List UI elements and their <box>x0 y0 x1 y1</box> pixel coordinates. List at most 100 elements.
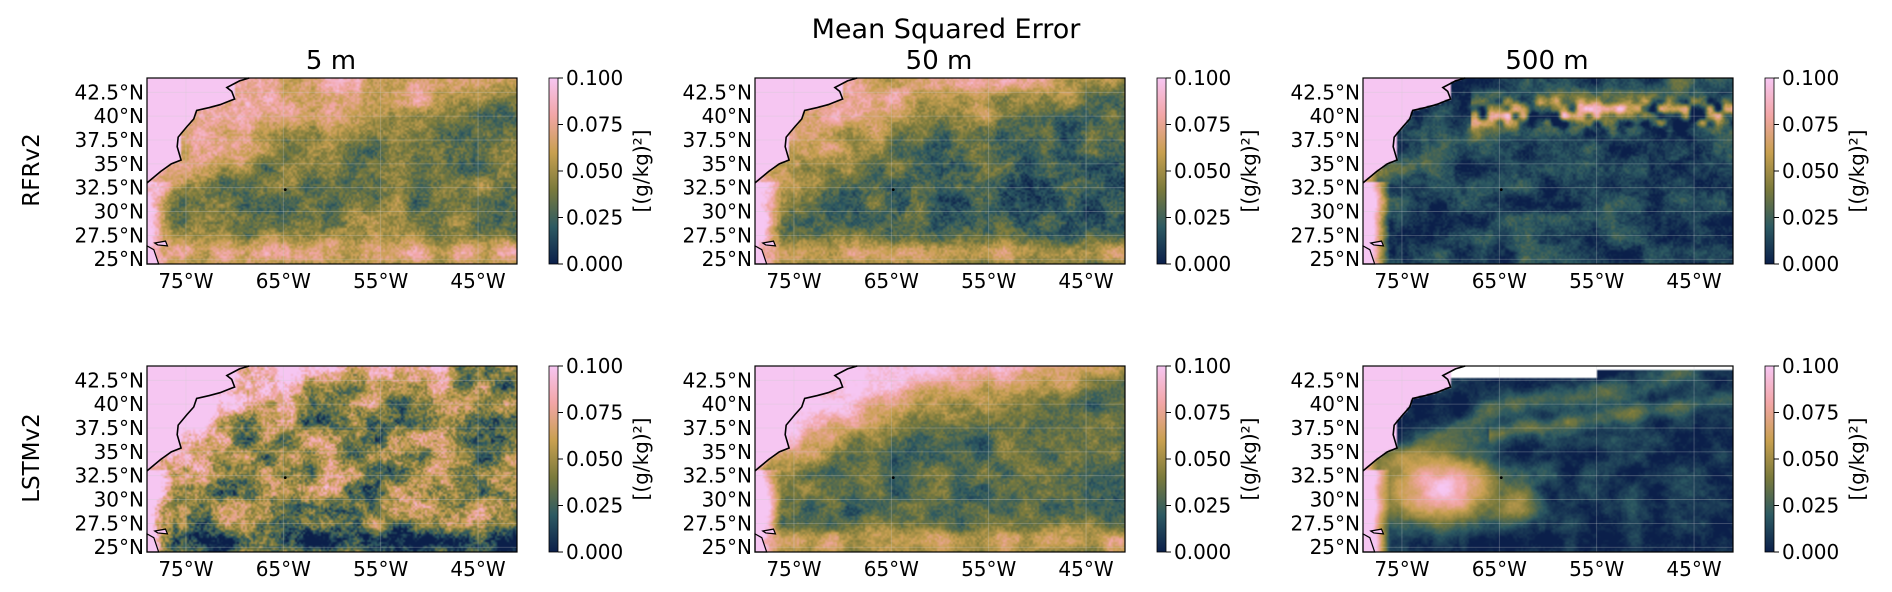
y-tick-label: 25°N <box>702 535 752 559</box>
panel-lstmv2-5m: 75°W 65°W 55°W 45°W 25°N27.5°N30°N32.5°N35°N… <box>75 354 654 581</box>
y-tick-label: 30°N <box>94 488 144 512</box>
x-tick-label: 45°W <box>1666 269 1721 293</box>
y-tick-label: 30°N <box>702 488 752 512</box>
y-tick-label: 25°N <box>1310 247 1360 271</box>
y-tick-label: 35°N <box>1310 152 1360 176</box>
colorbar-bar <box>1156 365 1167 553</box>
y-tick-label: 27.5°N <box>1291 223 1361 247</box>
y-tick-label: 42.5°N <box>1291 80 1361 104</box>
axes-frame <box>146 77 518 265</box>
x-tick-label: 55°W <box>961 269 1016 293</box>
colorbar-tick-label: 0.000 <box>1782 540 1839 564</box>
x-tick-label: 75°W <box>1374 557 1429 581</box>
x-tick-label: 75°W <box>158 269 213 293</box>
y-tick-label: 42.5°N <box>683 368 753 392</box>
y-tick-label: 32.5°N <box>1291 176 1361 200</box>
colorbar-tick-label: 0.075 <box>1782 113 1839 137</box>
y-tick-label: 35°N <box>1310 440 1360 464</box>
bahamas-land <box>761 528 777 535</box>
y-tick-label: 42.5°N <box>75 368 145 392</box>
axes-frame <box>754 77 1126 265</box>
heatmap-image <box>147 78 517 264</box>
y-tick-label: 35°N <box>94 152 144 176</box>
y-tick-label: 40°N <box>1310 104 1360 128</box>
colorbar-tick-label: 0.025 <box>1174 206 1231 230</box>
x-tick-label: 75°W <box>158 557 213 581</box>
colorbar: 0.000 0.025 0.050 0.075 0.100 [(g/kg)²] <box>1764 66 1869 276</box>
colorbar-tick-label: 0.075 <box>566 401 623 425</box>
colorbar-tick-label: 0.000 <box>1174 252 1231 276</box>
x-tick-label: 45°W <box>1058 269 1113 293</box>
bermuda-marker <box>891 188 895 192</box>
row-label-rfrv2: RFRv2 <box>19 133 45 206</box>
y-tick-label: 37.5°N <box>683 128 753 152</box>
y-tick-label: 32.5°N <box>683 464 753 488</box>
x-tick-label: 65°W <box>864 557 919 581</box>
y-tick-label: 27.5°N <box>75 511 145 535</box>
colorbar-tick-label: 0.100 <box>566 354 623 378</box>
y-tick-label: 35°N <box>702 152 752 176</box>
y-tick-label: 32.5°N <box>683 176 753 200</box>
y-tick-label: 37.5°N <box>1291 128 1361 152</box>
heatmap-image <box>1363 366 1733 552</box>
axes-frame <box>1362 77 1734 265</box>
y-tick-label: 35°N <box>702 440 752 464</box>
colorbar-tick-label: 0.075 <box>1782 401 1839 425</box>
y-tick-label: 25°N <box>702 247 752 271</box>
figure-suptitle: Mean Squared Error <box>812 14 1082 45</box>
panel-rfrv2-50m: 75°W 65°W 55°W 45°W 25°N27.5°N30°N32.5°N35°N… <box>683 66 1262 293</box>
bermuda-marker <box>283 188 287 192</box>
colorbar-tick-label: 0.050 <box>1782 159 1839 183</box>
x-tick-label: 75°W <box>1374 269 1429 293</box>
colorbar-bar <box>1764 77 1775 265</box>
y-tick-label: 40°N <box>702 392 752 416</box>
x-tick-label: 65°W <box>864 269 919 293</box>
coastline <box>1362 77 1466 184</box>
x-tick-label: 55°W <box>961 557 1016 581</box>
heatmap-image <box>1363 78 1733 264</box>
coastline <box>754 77 858 184</box>
colorbar-bar <box>1764 365 1775 553</box>
axes-frame <box>146 365 518 553</box>
x-tick-label: 55°W <box>1569 269 1624 293</box>
bahamas-land <box>761 240 777 247</box>
y-tick-label: 30°N <box>1310 488 1360 512</box>
y-tick-label: 40°N <box>94 392 144 416</box>
colorbar-tick-label: 0.075 <box>566 113 623 137</box>
heatmap-image <box>147 366 517 552</box>
y-tick-label: 40°N <box>94 104 144 128</box>
colorbar-tick-label: 0.075 <box>1174 401 1231 425</box>
y-tick-label: 30°N <box>1310 200 1360 224</box>
panel-lstmv2-500m: 75°W 65°W 55°W 45°W 25°N27.5°N30°N32.5°N35°N… <box>1291 354 1870 581</box>
bermuda-marker <box>891 476 895 479</box>
y-tick-label: 40°N <box>702 104 752 128</box>
colorbar-tick-label: 0.100 <box>1782 354 1839 378</box>
colorbar-label: [(g/kg)²] <box>629 418 653 501</box>
colorbar-tick-label: 0.050 <box>566 159 623 183</box>
y-tick-label: 30°N <box>94 200 144 224</box>
coastline <box>146 365 250 472</box>
colorbar-tick-label: 0.050 <box>1174 447 1231 471</box>
colorbar: 0.000 0.025 0.050 0.075 0.100 [(g/kg)²] <box>1156 66 1261 276</box>
colorbar: 0.000 0.025 0.050 0.075 0.100 [(g/kg)²] <box>548 354 653 564</box>
colorbar-tick-label: 0.025 <box>1782 494 1839 518</box>
y-tick-label: 32.5°N <box>1291 464 1361 488</box>
colorbar-label: [(g/kg)²] <box>1237 418 1261 501</box>
colorbar-tick-label: 0.025 <box>566 494 623 518</box>
panel-rfrv2-500m: 75°W 65°W 55°W 45°W 25°N27.5°N30°N32.5°N35°N… <box>1291 66 1870 293</box>
y-tick-label: 27.5°N <box>683 511 753 535</box>
x-tick-label: 65°W <box>256 269 311 293</box>
colorbar-tick-label: 0.100 <box>1782 66 1839 90</box>
y-tick-label: 40°N <box>1310 392 1360 416</box>
axes-frame <box>754 365 1126 553</box>
colorbar: 0.000 0.025 0.050 0.075 0.100 [(g/kg)²] <box>548 66 653 276</box>
y-tick-label: 35°N <box>94 440 144 464</box>
y-tick-label: 42.5°N <box>75 80 145 104</box>
coastline <box>754 365 858 472</box>
x-tick-label: 75°W <box>766 557 821 581</box>
y-tick-label: 27.5°N <box>1291 511 1361 535</box>
y-tick-label: 30°N <box>702 200 752 224</box>
y-tick-label: 27.5°N <box>683 223 753 247</box>
heatmap-image <box>755 366 1125 552</box>
